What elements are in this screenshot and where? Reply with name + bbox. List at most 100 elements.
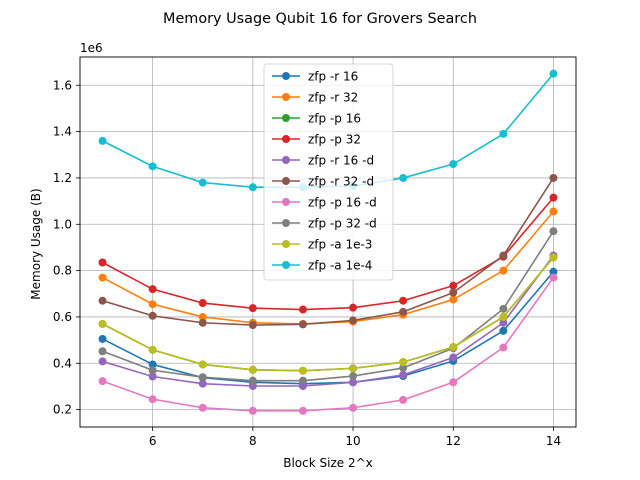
data-point	[248, 376, 257, 385]
legend-marker	[282, 114, 290, 122]
x-tick-label: 14	[546, 434, 561, 448]
data-point	[148, 360, 157, 369]
data-point	[98, 377, 107, 386]
legend-marker	[282, 240, 290, 248]
data-point	[148, 395, 157, 404]
data-point	[148, 300, 157, 309]
data-point	[499, 312, 508, 321]
series-line	[102, 197, 555, 311]
legend-marker	[282, 135, 290, 143]
data-point	[148, 345, 157, 354]
legend-marker	[282, 177, 290, 185]
legend-label: zfp -p 16 -d	[308, 196, 377, 210]
legend-label: zfp -r 16	[308, 70, 358, 84]
data-point	[549, 253, 558, 262]
data-point	[198, 299, 207, 308]
y-tick-label: 0.6	[53, 310, 72, 324]
data-point	[198, 373, 207, 382]
data-point	[549, 227, 558, 236]
data-point	[449, 288, 458, 297]
data-point	[248, 321, 257, 330]
data-point	[399, 358, 408, 367]
legend-marker	[282, 261, 290, 269]
y-offset-text: 1e6	[80, 41, 103, 55]
data-point	[298, 366, 307, 375]
data-point	[198, 403, 207, 412]
data-point	[98, 347, 107, 356]
legend-marker	[282, 219, 290, 227]
data-point	[549, 267, 558, 276]
data-point	[148, 366, 157, 375]
legend-label: zfp -r 32	[308, 91, 358, 105]
data-point	[298, 320, 307, 329]
data-point	[349, 403, 358, 412]
legend-marker	[282, 156, 290, 164]
data-point	[98, 136, 107, 145]
legend-label: zfp -p 16	[308, 112, 361, 126]
data-point	[198, 312, 207, 321]
data-point	[98, 258, 107, 267]
data-point	[549, 193, 558, 202]
data-point	[499, 326, 508, 335]
data-point	[499, 318, 508, 327]
data-point	[449, 160, 458, 169]
data-point	[98, 273, 107, 282]
x-tick-label: 10	[345, 434, 360, 448]
data-point	[499, 251, 508, 260]
x-axis-label: Block Size 2^x	[283, 456, 373, 470]
data-point	[349, 372, 358, 381]
x-tick-label: 12	[446, 434, 461, 448]
data-point	[98, 319, 107, 328]
legend-marker	[282, 198, 290, 206]
legend-marker	[282, 93, 290, 101]
legend-label: zfp -r 16 -d	[308, 154, 374, 168]
data-point	[98, 357, 107, 366]
data-point	[499, 129, 508, 138]
data-point	[349, 303, 358, 312]
series-line	[102, 230, 555, 382]
data-point	[198, 379, 207, 388]
data-point	[98, 334, 107, 343]
y-tick-label: 0.4	[53, 356, 72, 370]
data-point	[499, 266, 508, 275]
series-line	[102, 177, 555, 326]
y-tick-label: 0.2	[53, 403, 72, 417]
data-point	[449, 353, 458, 362]
y-tick-label: 1.2	[53, 171, 72, 185]
data-point	[248, 183, 257, 192]
data-point	[399, 296, 408, 305]
x-tick-label: 8	[249, 434, 257, 448]
legend: zfp -r 16 zfp -r 32 zfp -p 16 zfp -p 32 zfp …	[263, 63, 394, 281]
plot-area: 6 8 10 12 14 0.2 0.4 0.6 0.8 1.0 1.2 1.4 1.6 zfp -r 1…	[53, 56, 577, 448]
legend-label: zfp -a 1e-3	[308, 238, 372, 252]
legend-marker	[282, 72, 290, 80]
data-point	[349, 378, 358, 387]
x-tick-label: 6	[149, 434, 157, 448]
data-point	[499, 343, 508, 352]
data-point	[248, 406, 257, 415]
data-point	[298, 406, 307, 415]
data-point	[349, 316, 358, 325]
y-tick-label: 0.8	[53, 264, 72, 278]
series-line	[102, 271, 555, 385]
data-point	[349, 364, 358, 373]
data-point	[148, 285, 157, 294]
data-point	[198, 360, 207, 369]
legend-label: zfp -a 1e-4	[308, 259, 372, 273]
data-point	[549, 69, 558, 78]
data-point	[198, 178, 207, 187]
data-point	[549, 273, 558, 282]
series-line	[102, 277, 555, 412]
data-point	[449, 295, 458, 304]
series-line	[102, 256, 555, 372]
data-point	[499, 304, 508, 313]
legend-label: zfp -p 32	[308, 133, 361, 147]
data-point	[549, 207, 558, 216]
y-tick-label: 1.4	[53, 125, 72, 139]
data-point	[148, 162, 157, 171]
data-point	[399, 370, 408, 379]
data-point	[148, 372, 157, 381]
data-point	[399, 307, 408, 316]
y-tick-label: 1.6	[53, 78, 72, 92]
